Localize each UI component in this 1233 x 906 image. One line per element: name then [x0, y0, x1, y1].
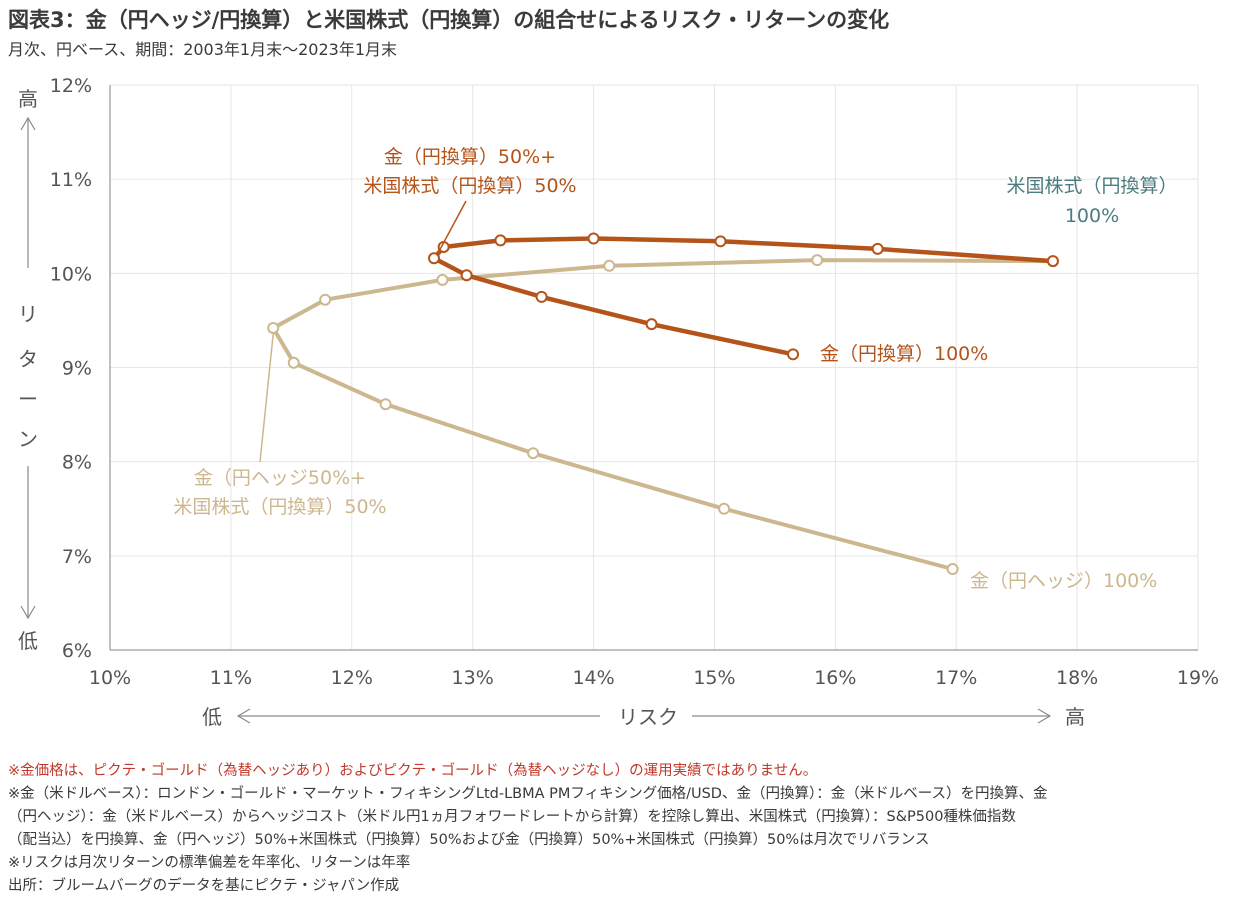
series-line-unhedged — [431, 236, 1056, 357]
left-arrow-icon — [236, 708, 251, 724]
chart-subtitle: 月次、円ベース、期間：2003年1月末～2023年1月末 — [8, 40, 397, 59]
y-tick-label: 8% — [62, 452, 92, 474]
x-tick-label: 13% — [452, 667, 494, 689]
data-point-unhedged — [427, 252, 440, 265]
data-point-hedged — [287, 356, 300, 369]
x-tick-label: 14% — [572, 667, 614, 689]
x-axis-label: リスク — [618, 705, 678, 729]
data-point-unhedged — [460, 269, 473, 282]
data-point-hedged — [718, 502, 731, 515]
data-point-hedged — [267, 321, 280, 334]
y-axis-label-char: ー — [18, 387, 38, 411]
x-tick-label: 18% — [1056, 667, 1098, 689]
chart-title: 図表3：金（円ヘッジ/円換算）と米国株式（円換算）の組合せによるリスク・リターン… — [8, 8, 890, 32]
y-axis-high-label: 高 — [18, 87, 38, 111]
y-tick-label: 11% — [50, 169, 92, 191]
x-tick-label: 17% — [935, 667, 977, 689]
annotation-leader-hedged-mix — [259, 333, 274, 463]
x-tick-label: 12% — [331, 667, 373, 689]
footnote-risk-method: ※リスクは月次リターンの標準偏差を年率化、リターンは年率 — [8, 855, 411, 871]
y-axis-low-label: 低 — [18, 629, 38, 653]
x-tick-label: 19% — [1177, 667, 1219, 689]
annotation-stock-line1: 米国株式（円換算） — [1006, 175, 1177, 197]
data-point-unhedged — [714, 235, 727, 248]
right-arrow-icon — [1037, 708, 1052, 724]
y-axis-label-char: ン — [18, 427, 38, 451]
data-point-unhedged — [494, 234, 507, 247]
x-axis-low-label: 低 — [202, 705, 222, 729]
annotation-unhedged-mix-line1: 金（円換算）50%+ — [384, 146, 556, 168]
footnote-source: 出所：ブルームバーグのデータを基にピクテ・ジャパン作成 — [8, 878, 400, 894]
x-tick-label: 11% — [210, 667, 252, 689]
y-axis-label-char: リ — [18, 302, 38, 326]
data-point-unhedged — [871, 242, 884, 255]
annotation-gold-hedged: 金（円ヘッジ）100% — [970, 570, 1157, 592]
x-axis-high-label: 高 — [1065, 705, 1085, 729]
x-tick-label: 15% — [693, 667, 735, 689]
annotation-hedged-mix-line1: 金（円ヘッジ50%+ — [194, 467, 366, 489]
x-tick-label: 16% — [814, 667, 856, 689]
y-tick-label: 10% — [50, 263, 92, 285]
data-point-hedged — [603, 259, 616, 272]
down-arrow-icon — [20, 605, 36, 620]
data-point-hedged — [946, 563, 959, 576]
annotation-leader-unhedged-mix — [438, 200, 467, 253]
footnotes: ※金価格は、ピクテ・ゴールド（為替ヘッジあり）およびピクテ・ゴールド（為替ヘッジ… — [8, 760, 1228, 898]
x-tick-label: 10% — [89, 667, 131, 689]
data-point-hedged — [379, 398, 392, 411]
footnote-definitions-3: （配当込）を円換算、金（円ヘッジ）50%+米国株式（円換算）50%および金（円換… — [8, 832, 930, 848]
y-tick-label: 12% — [50, 75, 92, 97]
data-point-hedged — [527, 447, 540, 460]
annotation-stock-line2: 100% — [1065, 205, 1119, 227]
footnote-definitions-2: （円ヘッジ）：金（米ドルベース）からヘッジコスト（米ドル円1ヵ月フォワードレート… — [8, 809, 1016, 825]
y-tick-label: 9% — [62, 358, 92, 380]
annotation-unhedged-mix-line2: 米国株式（円換算）50% — [363, 175, 576, 197]
data-point-unhedged — [787, 348, 800, 361]
y-axis-label-char: タ — [18, 347, 38, 371]
y-tick-label: 7% — [62, 546, 92, 568]
data-point-hedged — [319, 293, 332, 306]
up-arrow-icon — [20, 116, 36, 131]
data-point-unhedged — [587, 232, 600, 245]
data-point-hedged — [436, 273, 449, 286]
y-tick-label: 6% — [62, 640, 92, 662]
footnote-definitions-1: ※金（米ドルベース）：ロンドン・ゴールド・マーケット・フィキシングLtd-LBM… — [8, 786, 1048, 802]
annotation-hedged-mix-line2: 米国株式（円換算）50% — [173, 496, 386, 518]
risk-return-chart: 10% 11% 12% 13% 14% 15% 16% 17% 18% 19% 6% 7% 8% 9% 10… — [18, 75, 1219, 729]
data-point-unhedged — [1046, 255, 1059, 268]
series-line-hedged — [271, 258, 1055, 571]
footnote-disclaimer: ※金価格は、ピクテ・ゴールド（為替ヘッジあり）およびピクテ・ゴールド（為替ヘッジ… — [8, 763, 818, 779]
data-point-hedged — [811, 254, 824, 267]
data-point-unhedged — [535, 290, 548, 303]
annotation-gold-unhedged: 金（円換算）100% — [820, 343, 988, 365]
data-point-unhedged — [645, 318, 658, 331]
